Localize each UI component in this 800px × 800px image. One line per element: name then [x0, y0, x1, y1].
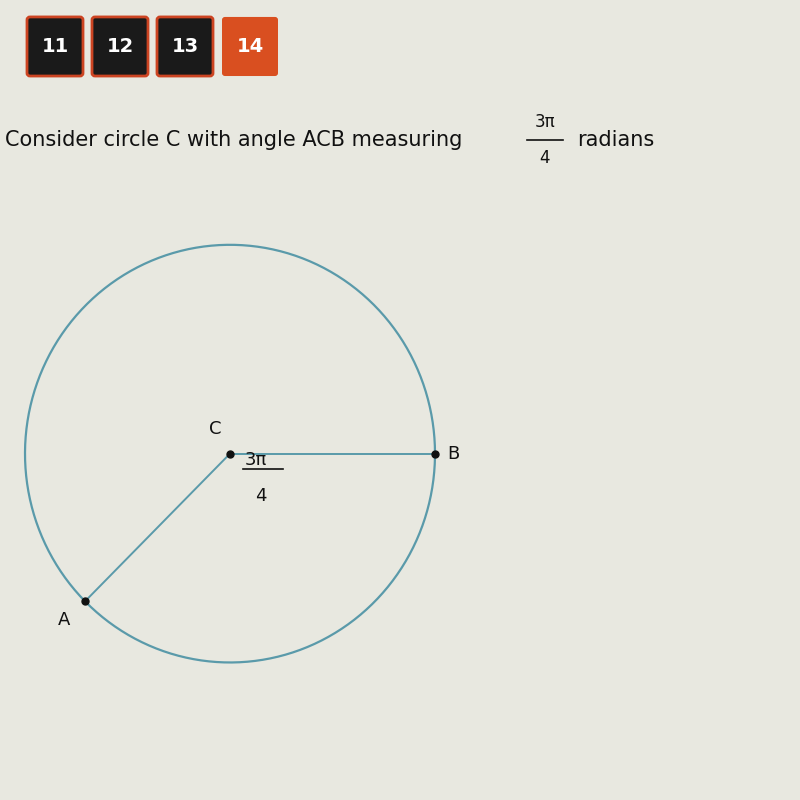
FancyBboxPatch shape — [222, 17, 278, 76]
Text: C: C — [210, 420, 222, 438]
Text: 11: 11 — [42, 37, 69, 56]
Text: 12: 12 — [106, 37, 134, 56]
Text: 4: 4 — [540, 149, 550, 167]
FancyBboxPatch shape — [157, 17, 213, 76]
FancyBboxPatch shape — [92, 17, 148, 76]
Text: 4: 4 — [255, 487, 266, 506]
Text: 14: 14 — [236, 37, 264, 56]
Text: Consider circle C with angle ACB measuring: Consider circle C with angle ACB measuri… — [5, 130, 462, 150]
Text: 3π: 3π — [534, 113, 555, 130]
Text: 13: 13 — [171, 37, 198, 56]
Text: A: A — [58, 611, 70, 630]
Text: B: B — [447, 445, 459, 462]
Text: radians: radians — [577, 130, 654, 150]
FancyBboxPatch shape — [27, 17, 83, 76]
Text: 3π: 3π — [245, 451, 267, 469]
